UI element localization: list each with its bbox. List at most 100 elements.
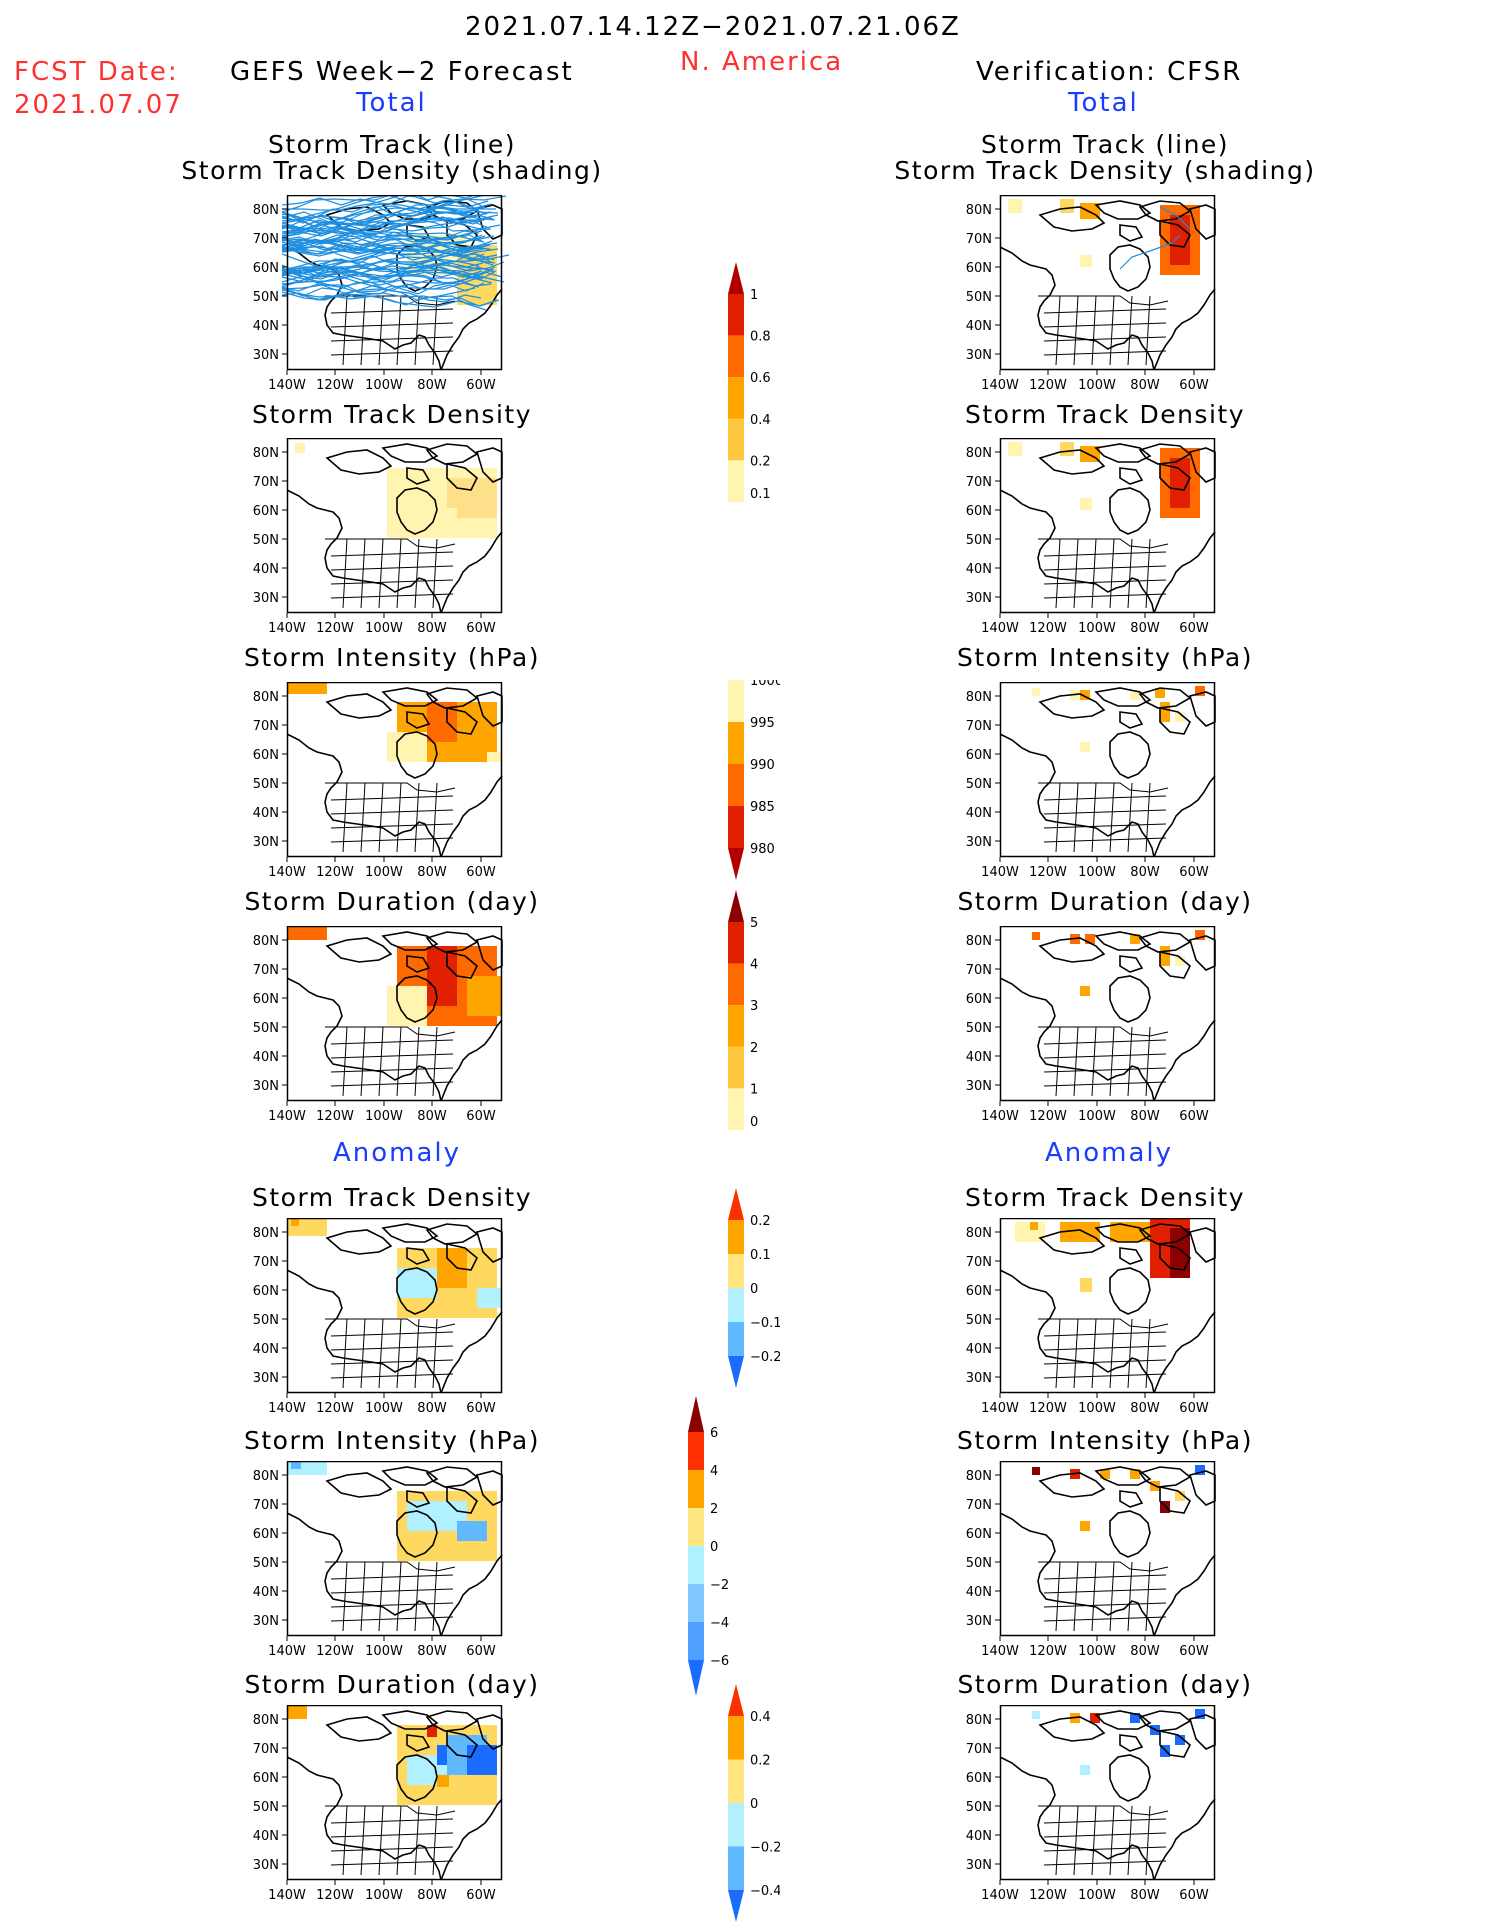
lat-label: 80N: [253, 1469, 279, 1484]
lon-label: 100W: [365, 1401, 403, 1416]
lat-label: 70N: [966, 232, 992, 247]
lon-label: 80W: [1130, 865, 1160, 880]
lon-label: 140W: [268, 1401, 306, 1416]
lat-label: 30N: [253, 1614, 279, 1629]
left-track-title-1: Storm Track (line): [267, 130, 517, 159]
left-anomintensity-map: 80N 70N 60N 50N 40N 30N 140W 120W 100W 80W 60W: [227, 1460, 522, 1666]
lon-label: 60W: [1179, 1644, 1209, 1659]
right-track-map-svg: 80N 70N 60N 50N 40N 30N 140W 120W 100W 80W 60W: [966, 194, 1216, 393]
lon-label: 140W: [981, 1888, 1019, 1903]
lon-label: 120W: [316, 865, 354, 880]
lat-label: 30N: [966, 835, 992, 850]
lat-label: 50N: [253, 777, 279, 792]
lon-label: 100W: [365, 378, 403, 393]
lat-label: 70N: [966, 1742, 992, 1757]
lat-label: 70N: [253, 1498, 279, 1513]
lat-label: 50N: [966, 777, 992, 792]
left-track-map: 80N 70N 60N 50N 40N 30N 140W 120W 100W 80W 60W: [227, 190, 522, 400]
left-intensity-map-svg: 80N 70N 60N 50N 40N 30N 140W 120W 100W 80W 60W: [253, 681, 503, 880]
lat-label: 50N: [966, 1800, 992, 1815]
lat-label: 30N: [966, 591, 992, 606]
right-track-title-2: Storm Track Density (shading): [894, 156, 1316, 185]
lon-label: 100W: [1078, 1109, 1116, 1124]
left-density-map: 80N 70N 60N 50N 40N 30N 140W 120W 100W 80W 60W: [227, 437, 522, 643]
lon-label: 120W: [316, 1109, 354, 1124]
right-density-title: Storm Track Density: [964, 400, 1245, 429]
lat-label: 40N: [253, 1342, 279, 1357]
lat-label: 60N: [253, 992, 279, 1007]
left-anom-duration-title: Storm Duration (day): [244, 1670, 540, 1699]
colorbar-label: −0.1: [750, 1316, 780, 1331]
lat-label: 50N: [253, 1800, 279, 1815]
right-intensity-map-svg: 80N 70N 60N 50N 40N 30N 140W 120W 100W 80W 60W: [966, 681, 1216, 880]
lat-label: 60N: [966, 1771, 992, 1786]
colorbar-label: 0.1: [750, 1248, 771, 1263]
lon-label: 140W: [268, 378, 306, 393]
lat-label: 40N: [966, 1829, 992, 1844]
left-anom-density-title: Storm Track Density: [251, 1183, 532, 1212]
colorbar-label: −6: [710, 1654, 729, 1669]
lon-label: 60W: [1179, 1109, 1209, 1124]
lat-label: 80N: [966, 203, 992, 218]
lat-label: 60N: [966, 504, 992, 519]
right-column-title: Verification: CFSR: [976, 57, 1243, 87]
colorbar-label: −0.2: [750, 1350, 780, 1365]
lat-label: 30N: [966, 1614, 992, 1629]
colorbar-label: 0.2: [750, 454, 771, 469]
fcst-date-label: FCST Date:: [14, 57, 179, 87]
right-duration-map-svg: 80N 70N 60N 50N 40N 30N 140W 120W 100W 80W 60W: [966, 925, 1216, 1124]
colorbar-label: 5: [750, 916, 758, 931]
lon-label: 80W: [1130, 1888, 1160, 1903]
lat-label: 30N: [253, 1371, 279, 1386]
lon-label: 80W: [417, 1644, 447, 1659]
lat-label: 70N: [253, 1255, 279, 1270]
lat-label: 70N: [966, 1498, 992, 1513]
region-title: N. America: [680, 47, 844, 77]
lat-label: 50N: [966, 290, 992, 305]
lon-label: 120W: [1029, 1401, 1067, 1416]
colorbar-label: 1000: [750, 680, 780, 689]
density-total-colorbar: 1 0.8 0.6 0.4 0.2 0.1: [720, 262, 780, 506]
right-anomduration-map: 80N 70N 60N 50N 40N 30N 140W 120W 100W 80W 60W: [940, 1704, 1235, 1910]
lat-label: 70N: [966, 1255, 992, 1270]
lat-label: 30N: [966, 348, 992, 363]
lon-label: 60W: [1179, 621, 1209, 636]
lat-label: 30N: [253, 591, 279, 606]
lat-label: 50N: [253, 1021, 279, 1036]
lat-label: 60N: [966, 992, 992, 1007]
lon-label: 100W: [1078, 865, 1116, 880]
duration-anom-colorbar: 0.4 0.2 0 −0.2 −0.4: [720, 1684, 782, 1926]
colorbar-label: 0: [750, 1797, 758, 1812]
right-anom-intensity-title: Storm Intensity (hPa): [957, 1426, 1253, 1455]
lat-label: 40N: [966, 562, 992, 577]
date-range-title: 2021.07.14.12Z−2021.07.21.06Z: [465, 12, 961, 42]
lat-label: 60N: [253, 1527, 279, 1542]
colorbar-label: 990: [750, 758, 775, 773]
lon-label: 100W: [365, 1644, 403, 1659]
lon-label: 80W: [417, 378, 447, 393]
lon-label: 80W: [1130, 621, 1160, 636]
left-duration-title: Storm Duration (day): [244, 887, 540, 916]
right-intensity-title: Storm Intensity (hPa): [957, 643, 1253, 672]
left-anom-intensity-title: Storm Intensity (hPa): [244, 1426, 540, 1455]
colorbar-label: −2: [710, 1578, 729, 1593]
lon-label: 140W: [268, 1644, 306, 1659]
lat-label: 30N: [966, 1858, 992, 1873]
lat-label: 60N: [966, 748, 992, 763]
fcst-date-value: 2021.07.07: [14, 90, 183, 120]
left-total-label: Total: [356, 88, 427, 118]
left-column-title: GEFS Week−2 Forecast: [230, 57, 574, 87]
lon-label: 100W: [1078, 1401, 1116, 1416]
intensity-anom-colorbar: 6 4 2 0 −2 −4 −6: [680, 1396, 740, 1700]
intensity-total-colorbar: 1000 995 990 985 980: [720, 674, 783, 884]
lon-label: 140W: [268, 1109, 306, 1124]
lat-label: 70N: [253, 475, 279, 490]
colorbar-label: 0.4: [750, 413, 771, 428]
right-anomduration-map-svg: 80N 70N 60N 50N 40N 30N 140W 120W 100W 80W 60W: [966, 1704, 1216, 1903]
colorbar-label: 0: [750, 1115, 758, 1130]
colorbar-label: −0.4: [750, 1884, 780, 1899]
lat-label: 60N: [253, 1771, 279, 1786]
lat-label: 80N: [253, 690, 279, 705]
lon-label: 140W: [268, 621, 306, 636]
lat-label: 40N: [253, 319, 279, 334]
